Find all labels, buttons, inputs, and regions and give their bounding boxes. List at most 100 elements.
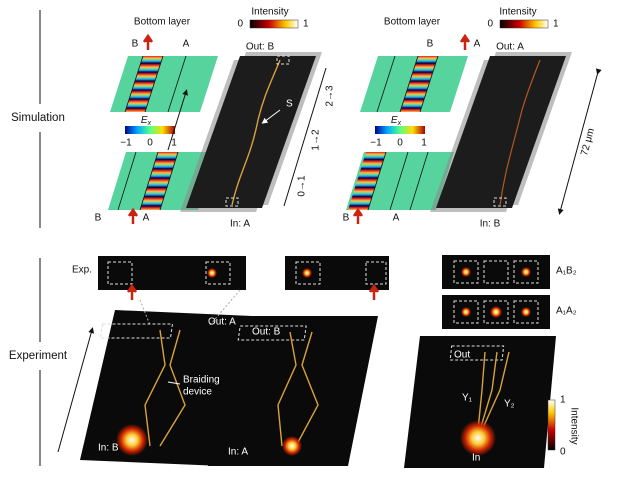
label: In: A [228,447,248,458]
field-band [400,56,438,112]
label: 1 [553,19,559,30]
waveguide [144,329,186,447]
bracket [283,159,299,207]
label: A [143,213,150,224]
field-band [348,152,386,210]
decoration [117,151,137,211]
decoration [159,151,179,211]
label: Y₂ [504,399,515,410]
label: x [397,120,402,127]
waveguide [231,59,281,206]
decoration [376,55,396,113]
decoration [139,151,159,211]
decoration [124,55,144,113]
label: S [286,99,293,110]
label: Out: A [208,317,236,328]
decoration [453,260,479,284]
device-image [208,316,378,466]
port [493,197,507,207]
label: Bottom layer [384,17,441,28]
label: In [354,291,362,302]
arrow [127,207,139,224]
arrow [352,207,364,224]
device-image [404,336,556,468]
label: Ex [141,115,152,127]
label: In [472,453,480,464]
label: Bottom layer [134,17,191,28]
decoration [513,300,539,324]
label: A [183,39,190,50]
label: 1 [421,138,427,149]
arrow [167,89,188,151]
decoration [365,261,387,285]
decoration [107,261,133,285]
spot [460,420,496,456]
label: B [95,213,102,224]
output-box [237,325,307,341]
arrow [459,33,471,50]
label: 0 [397,138,403,149]
label: Out: A [496,42,524,53]
label: 0 [487,19,493,30]
label: x [147,120,152,127]
spot [282,436,302,456]
label: 0 [147,138,153,149]
decoration [461,307,471,317]
colorbar [375,126,425,134]
decoration [295,261,321,285]
decoration [513,260,539,284]
label: E [141,115,148,126]
inset [98,256,246,290]
colorbar [249,19,299,29]
decoration [144,55,164,113]
row-label: Simulation [11,112,65,124]
field-band [140,152,178,210]
label: −1 [370,138,382,149]
label: 1→2 [311,129,322,151]
arrow [126,283,138,300]
decoration [367,151,387,211]
label: Out: B [252,327,281,338]
label: B [427,39,434,50]
sim-panel: Bottom layer Intensity 0 1 B A Ex −1 0 1… [343,7,602,230]
waveguide [499,59,541,206]
label: Intensity [499,7,536,18]
decoration [453,300,479,324]
label: Braiding [183,375,220,386]
label: In: B [480,219,501,230]
arrow [368,283,380,300]
exp-panel: In Out: B In: A [208,256,389,466]
waveguide [277,331,319,447]
output-box [99,323,174,339]
decoration [521,307,531,317]
label: A₁B₂ [556,266,577,277]
port [225,197,239,207]
label: 0→1 [297,175,308,197]
decoration [399,55,419,113]
decoration [419,55,439,113]
decoration [490,306,502,318]
label: A [474,39,481,50]
label: In: B [98,443,119,454]
spot [302,268,312,278]
label: Ex [391,115,402,127]
label: 2→3 [325,85,336,107]
decoration [139,299,151,326]
arrow [57,327,95,453]
label: −1 [120,138,132,149]
colorbar [125,126,175,134]
decoration [461,267,471,277]
dimension [557,68,602,215]
decoration [167,381,181,385]
label: In: A [230,219,250,230]
port [276,55,290,65]
spot [116,424,148,456]
decoration [205,261,231,285]
label: Intensity [251,7,288,18]
decoration [483,260,509,284]
label: A₁A₂ [556,306,577,317]
label: 0 [560,447,566,458]
label: 1 [171,138,177,149]
decoration [389,151,409,211]
